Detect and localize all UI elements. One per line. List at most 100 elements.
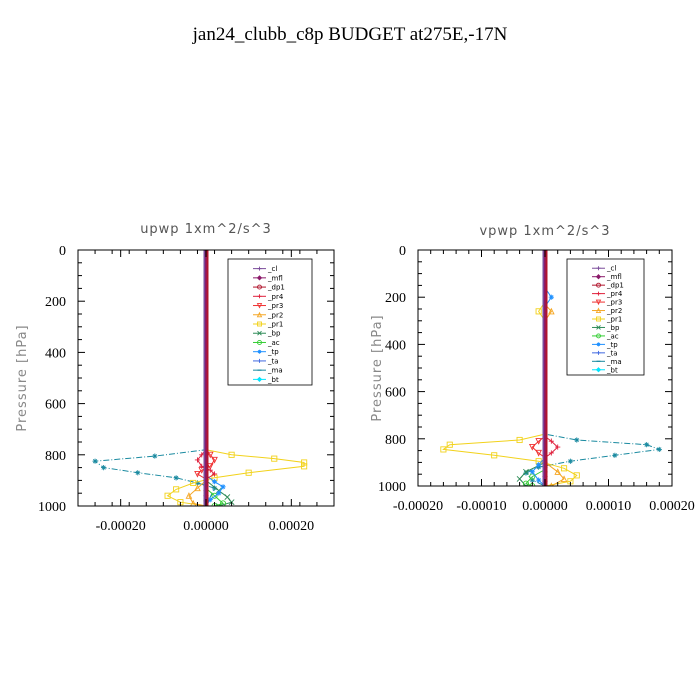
y-axis-label: Pressure [hPa] (370, 314, 385, 421)
data-point-pr3 (535, 449, 542, 457)
y-tick-label: 1000 (378, 480, 406, 495)
data-point-pr1 (301, 459, 308, 466)
data-point-ma (211, 485, 218, 491)
legend-label-pr2: _pr2 (267, 311, 283, 319)
y-tick-label: 600 (45, 398, 66, 413)
data-point-bp (523, 468, 529, 475)
x-tick-label: 0.00020 (269, 519, 315, 534)
panel-title: upwp 1xm^2/s^3 (140, 222, 272, 237)
legend-label-pr2: _pr2 (606, 307, 622, 315)
legend-marker-dp1 (257, 284, 262, 290)
data-point-ma (567, 458, 573, 464)
legend-label-pr3: _pr3 (606, 299, 622, 307)
legend-label-ma: _ma (606, 358, 622, 366)
x-tick-label: -0.00020 (393, 499, 443, 514)
legend-marker-pr3 (256, 303, 263, 309)
legend-label-mfl: _mfl (267, 274, 283, 282)
data-point-ma (612, 452, 618, 458)
data-point-ac (220, 500, 227, 506)
legend-label-pr4: _pr4 (606, 290, 623, 298)
legend-marker-ta (257, 358, 262, 363)
y-tick-label: 0 (399, 244, 406, 259)
legend-label-ta: _ta (606, 349, 618, 357)
legend-marker-bt (595, 367, 602, 373)
legend-label-ac: _ac (267, 339, 280, 347)
legend-label-pr4: _pr4 (267, 293, 284, 301)
data-point-pr2 (190, 499, 197, 506)
legend-marker-tp (257, 349, 262, 354)
data-point-tp (536, 462, 542, 468)
data-point-pr4 (207, 467, 213, 473)
legend-marker-pr1 (257, 321, 262, 327)
x-tick-label: 0.00000 (522, 499, 568, 514)
data-point-tp (220, 484, 226, 490)
data-point-pr1 (164, 492, 171, 499)
data-point-ac (522, 480, 529, 486)
x-tick-label: -0.00010 (456, 499, 506, 514)
data-point-ma (574, 437, 580, 443)
data-point-tp (216, 490, 222, 496)
legend-marker-cl (596, 266, 601, 271)
data-point-pr1 (228, 451, 235, 458)
data-point-pr4 (548, 450, 554, 456)
panel-title: vpwp 1xm^2/s^3 (479, 224, 610, 239)
legend-marker-dp1 (596, 282, 601, 288)
data-point-ma (92, 458, 98, 464)
legend-label-dp1: _dp1 (606, 282, 624, 290)
data-point-pr3 (211, 456, 218, 464)
data-point-ac (211, 492, 218, 499)
legend-label-tp: _tp (606, 341, 618, 349)
data-point-bp (516, 476, 523, 482)
legend-label-ma: _ma (267, 367, 283, 375)
y-tick-label: 200 (385, 291, 406, 306)
series-group (92, 250, 308, 506)
legend-marker-pr4 (257, 294, 262, 299)
data-point-pr4 (555, 444, 561, 450)
y-tick-label: 1000 (38, 500, 66, 515)
data-point-pr2 (548, 307, 555, 315)
data-point-pr1 (535, 308, 542, 315)
data-point-pr1 (245, 469, 252, 476)
y-tick-label: 800 (45, 449, 66, 464)
legend-label-pr1: _pr1 (606, 316, 622, 324)
data-point-pr1 (573, 472, 580, 479)
legend-box (227, 258, 313, 386)
data-point-pr3 (535, 438, 542, 445)
legend-marker-ta (596, 350, 601, 355)
data-point-ma (656, 446, 662, 453)
data-point-pr4 (199, 463, 205, 469)
data-point-bp (224, 494, 231, 500)
legend-marker-pr4 (596, 291, 601, 296)
legend-marker-pr3 (595, 299, 602, 306)
legend-marker-ac (596, 333, 601, 339)
legend-marker-mfl (595, 274, 602, 280)
legend-label-bp: _bp (267, 330, 281, 338)
data-point-pr4 (211, 471, 218, 477)
x-tick-label: 0.00010 (586, 499, 632, 514)
data-point-pr2 (185, 492, 193, 499)
y-tick-label: 400 (385, 338, 406, 353)
data-point-pr3 (206, 463, 214, 470)
data-point-pr2 (560, 475, 568, 482)
data-point-pr1 (190, 479, 197, 487)
legend-label-ac: _ac (606, 332, 619, 340)
data-point-pr1 (561, 465, 568, 472)
legend-label-cl: _cl (267, 265, 277, 273)
data-point-ma (173, 475, 179, 481)
data-point-pr2 (554, 468, 562, 475)
y-axis-label: Pressure [hPa] (15, 324, 30, 431)
legend-label-pr3: _pr3 (267, 302, 283, 310)
legend-marker-bp (257, 330, 262, 336)
y-tick-label: 200 (45, 295, 66, 310)
legend-label-bp: _bp (606, 324, 620, 332)
data-point-ma (152, 453, 158, 459)
series-line-pr1 (442, 250, 578, 486)
figure-title: jan24_clubb_c8p BUDGET at275E,-17N (192, 24, 508, 45)
legend-marker-pr1 (596, 316, 601, 322)
legend-label-tp: _tp (267, 348, 279, 356)
x-tick-label: -0.00020 (96, 519, 146, 534)
series-group (440, 250, 662, 486)
data-point-tp (536, 477, 542, 483)
data-point-pr3 (528, 444, 536, 451)
upwp-panel: upwp 1xm^2/s^3 Pressure [hPa] 0 200 400 600 80… (15, 222, 335, 534)
